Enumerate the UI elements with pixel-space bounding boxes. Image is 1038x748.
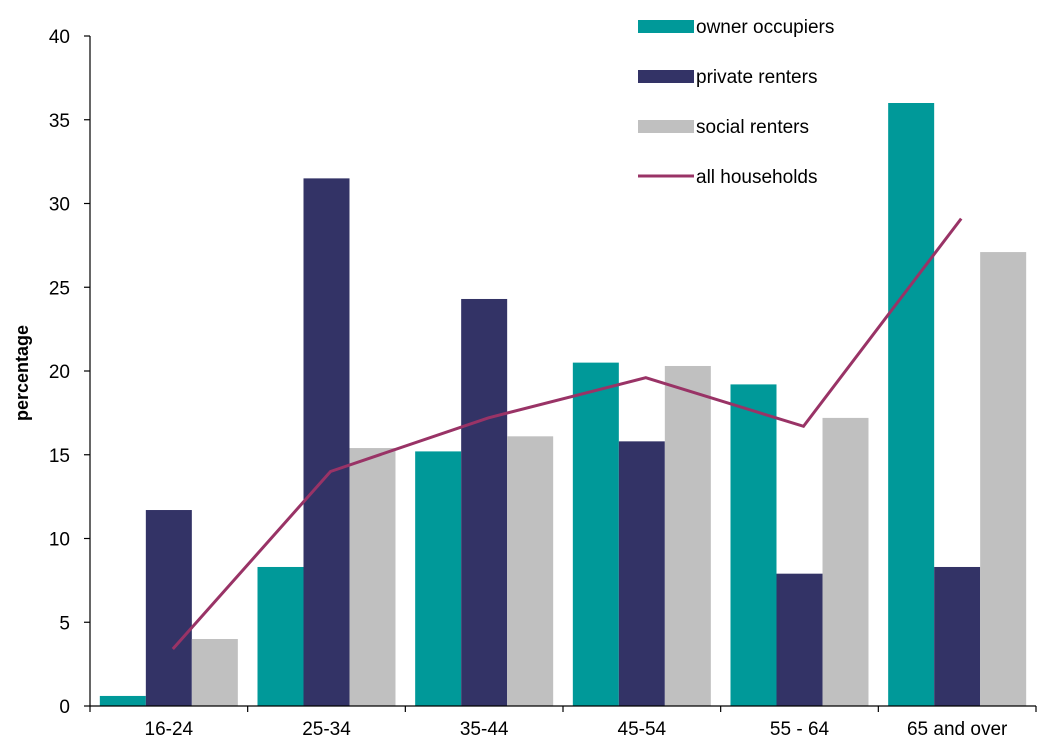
bars-layer xyxy=(99,103,1027,706)
line-layer xyxy=(171,217,963,650)
x-tick-label: 25-34 xyxy=(302,719,351,740)
bar-private-renters xyxy=(461,298,508,706)
bar-private-renters xyxy=(303,178,350,706)
bar-social-renters xyxy=(664,365,711,706)
legend-label: owner occupiers xyxy=(696,17,834,38)
bar-social-renters xyxy=(822,417,869,706)
bar-social-renters xyxy=(191,639,238,706)
bar-owner-occupiers xyxy=(888,103,935,706)
legend-swatch-owner-occupiers xyxy=(638,20,694,33)
y-tick-label: 20 xyxy=(49,362,70,383)
bar-private-renters xyxy=(145,510,192,706)
y-tick-label: 40 xyxy=(49,27,70,48)
legend-swatch-private-renters xyxy=(638,70,694,83)
legend-label: social renters xyxy=(696,117,809,138)
y-tick-label: 35 xyxy=(49,111,70,132)
bar-private-renters xyxy=(776,573,823,706)
bar-social-renters xyxy=(349,448,396,706)
line-all-households xyxy=(171,217,963,650)
bar-owner-occupiers xyxy=(99,695,146,706)
y-tick-label: 25 xyxy=(49,278,70,299)
y-tick-label: 30 xyxy=(49,195,70,216)
y-tick-label: 15 xyxy=(49,446,70,467)
bar-owner-occupiers xyxy=(572,362,619,706)
legend: owner occupiers private renters social ren… xyxy=(638,17,834,188)
x-tick-label: 16-24 xyxy=(145,719,194,740)
bar-owner-occupiers xyxy=(730,384,777,706)
legend-label: all households xyxy=(696,167,817,188)
y-tick-label: 10 xyxy=(49,530,70,551)
bar-social-renters xyxy=(507,436,554,706)
y-ticks: 0 5 10 15 20 25 30 35 40 xyxy=(49,27,90,718)
legend-label: private renters xyxy=(696,67,817,88)
y-tick-label: 0 xyxy=(59,697,70,718)
x-tick-label: 35-44 xyxy=(460,719,509,740)
bar-private-renters xyxy=(934,566,981,706)
x-ticks: 16-24 25-34 35-44 45-54 55 - 64 65 and over xyxy=(89,706,1037,740)
bar-owner-occupiers xyxy=(257,566,304,706)
x-tick-label: 45-54 xyxy=(618,719,667,740)
bar-owner-occupiers xyxy=(415,451,462,706)
x-tick-label: 55 - 64 xyxy=(770,719,830,740)
y-tick-label: 5 xyxy=(59,613,70,634)
x-tick-label: 65 and over xyxy=(907,719,1008,740)
legend-swatch-social-renters xyxy=(638,120,694,133)
bar-private-renters xyxy=(618,441,665,706)
y-axis-title: percentage xyxy=(12,325,32,421)
bar-social-renters xyxy=(980,252,1027,706)
